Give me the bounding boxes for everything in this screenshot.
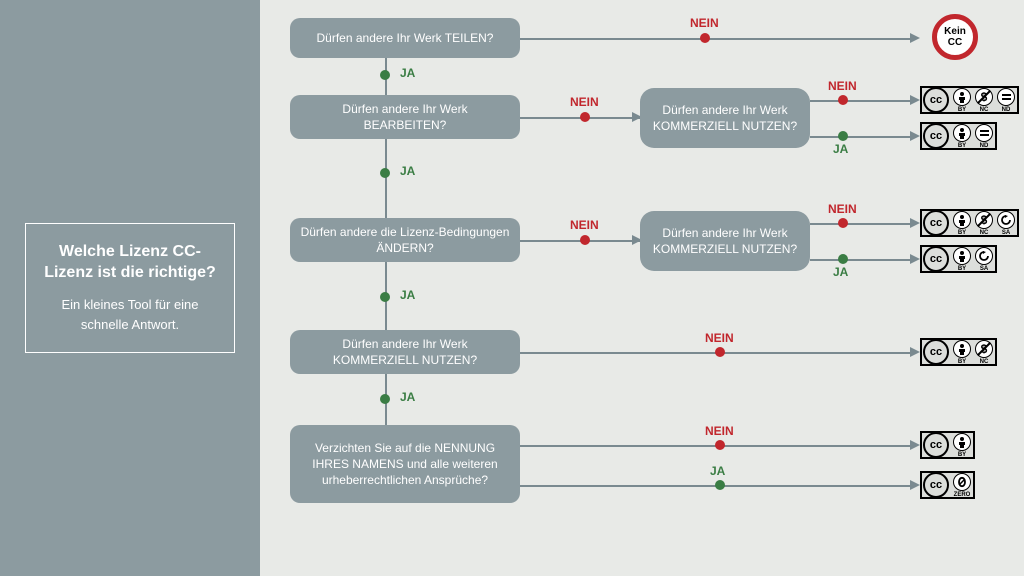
- q5-ja-dot: [715, 480, 725, 490]
- q2-ja-lbl: JA: [400, 164, 415, 178]
- q5-ja-arrow: [910, 480, 920, 490]
- badge-by-sa: ccBYSA: [920, 245, 997, 273]
- q5-nein-dot: [715, 440, 725, 450]
- q1-nein-line: [520, 38, 910, 40]
- q3-box: Dürfen andere die Lizenz-Bedingungen ÄND…: [290, 218, 520, 262]
- badge-by-nc: ccBYNC: [920, 338, 997, 366]
- by-icon: BY: [953, 211, 971, 236]
- by-icon: BY: [953, 433, 971, 458]
- q4-nein-lbl: NEIN: [705, 331, 734, 345]
- b1-ja-arrow: [910, 131, 920, 141]
- kein-cc-badge: Kein CC: [932, 14, 978, 60]
- q1-ja-lbl: JA: [400, 66, 415, 80]
- sidebar-panel: Welche Lizenz CC-Lizenz ist die richtige…: [0, 0, 260, 576]
- sidebar-subtitle: Ein kleines Tool für eine schnelle Antwo…: [38, 295, 222, 334]
- q5-nein-lbl: NEIN: [705, 424, 734, 438]
- nd-icon: ND: [997, 88, 1015, 113]
- q4-ja-lbl: JA: [400, 390, 415, 404]
- q3-nein-lbl: NEIN: [570, 218, 599, 232]
- q1-box: Dürfen andere Ihr Werk TEILEN?: [290, 18, 520, 58]
- cc-icon: cc: [923, 339, 949, 365]
- q3-ja-lbl: JA: [400, 288, 415, 302]
- nc-icon: NC: [975, 340, 993, 365]
- q5-ja-lbl: JA: [710, 464, 725, 478]
- q3-ja-dot: [380, 292, 390, 302]
- cc-icon: cc: [923, 432, 949, 458]
- nc-icon: NC: [975, 88, 993, 113]
- q4-text: Dürfen andere Ihr Werk KOMMERZIELL NUTZE…: [300, 336, 510, 368]
- sa-icon: SA: [975, 247, 993, 272]
- cc-icon: cc: [923, 210, 949, 236]
- b1-nein-line: [810, 100, 912, 102]
- q2-text: Dürfen andere Ihr Werk BEARBEITEN?: [300, 101, 510, 133]
- q2-nein-dot: [580, 112, 590, 122]
- b1-nein-arrow: [910, 95, 920, 105]
- zero-icon: ZERO: [953, 473, 971, 498]
- b2-nein-line: [810, 223, 912, 225]
- by-icon: BY: [953, 88, 971, 113]
- b2-ja-dot: [838, 254, 848, 264]
- b2-ja-line: [810, 259, 912, 261]
- b1-nein-dot: [838, 95, 848, 105]
- q2-ja-dot: [380, 168, 390, 178]
- q4-box: Dürfen andere Ihr Werk KOMMERZIELL NUTZE…: [290, 330, 520, 374]
- kein-cc-text: Kein CC: [937, 26, 973, 48]
- q1-arrow: [910, 33, 920, 43]
- by-icon: BY: [953, 247, 971, 272]
- sidebar-box: Welche Lizenz CC-Lizenz ist die richtige…: [25, 223, 235, 354]
- badge-by-nc-nd: ccBYNCND: [920, 86, 1019, 114]
- q1-nein-dot: [700, 33, 710, 43]
- cc-icon: cc: [923, 123, 949, 149]
- b2-ja-arrow: [910, 254, 920, 264]
- q4-nein-dot: [715, 347, 725, 357]
- b2-ja-lbl: JA: [833, 265, 848, 279]
- branch2-box: Dürfen andere Ihr Werk KOMMERZIELL NUTZE…: [640, 211, 810, 271]
- nc-icon: NC: [975, 211, 993, 236]
- q1-text: Dürfen andere Ihr Werk TEILEN?: [317, 30, 494, 46]
- cc-icon: cc: [923, 472, 949, 498]
- q5-text: Verzichten Sie auf die NENNUNG IHRES NAM…: [300, 440, 510, 489]
- badge-by: ccBY: [920, 431, 975, 459]
- q3-nein-dot: [580, 235, 590, 245]
- q5-nein-arrow: [910, 440, 920, 450]
- flowchart-canvas: Dürfen andere Ihr Werk TEILEN? NEIN Kein…: [260, 0, 1024, 576]
- q5-box: Verzichten Sie auf die NENNUNG IHRES NAM…: [290, 425, 520, 503]
- q3-text: Dürfen andere die Lizenz-Bedingungen ÄND…: [300, 224, 510, 256]
- cc-icon: cc: [923, 246, 949, 272]
- q2-nein-lbl: NEIN: [570, 95, 599, 109]
- cc-icon: cc: [923, 87, 949, 113]
- badge-zero: ccZERO: [920, 471, 975, 499]
- branch1-text: Dürfen andere Ihr Werk KOMMERZIELL NUTZE…: [650, 102, 800, 134]
- branch1-box: Dürfen andere Ihr Werk KOMMERZIELL NUTZE…: [640, 88, 810, 148]
- q4-ja-dot: [380, 394, 390, 404]
- q4-nein-arrow: [910, 347, 920, 357]
- badge-by-nd: ccBYND: [920, 122, 997, 150]
- branch2-text: Dürfen andere Ihr Werk KOMMERZIELL NUTZE…: [650, 225, 800, 257]
- badge-by-nc-sa: ccBYNCSA: [920, 209, 1019, 237]
- b2-nein-arrow: [910, 218, 920, 228]
- sa-icon: SA: [997, 211, 1015, 236]
- by-icon: BY: [953, 124, 971, 149]
- b2-nein-dot: [838, 218, 848, 228]
- b1-ja-line: [810, 136, 912, 138]
- by-icon: BY: [953, 340, 971, 365]
- b1-ja-dot: [838, 131, 848, 141]
- b1-ja-lbl: JA: [833, 142, 848, 156]
- q1-ja-dot: [380, 70, 390, 80]
- q1-nein-lbl: NEIN: [690, 16, 719, 30]
- nd-icon: ND: [975, 124, 993, 149]
- b1-nein-lbl: NEIN: [828, 79, 857, 93]
- q2-box: Dürfen andere Ihr Werk BEARBEITEN?: [290, 95, 520, 139]
- sidebar-title: Welche Lizenz CC-Lizenz ist die richtige…: [38, 242, 222, 284]
- b2-nein-lbl: NEIN: [828, 202, 857, 216]
